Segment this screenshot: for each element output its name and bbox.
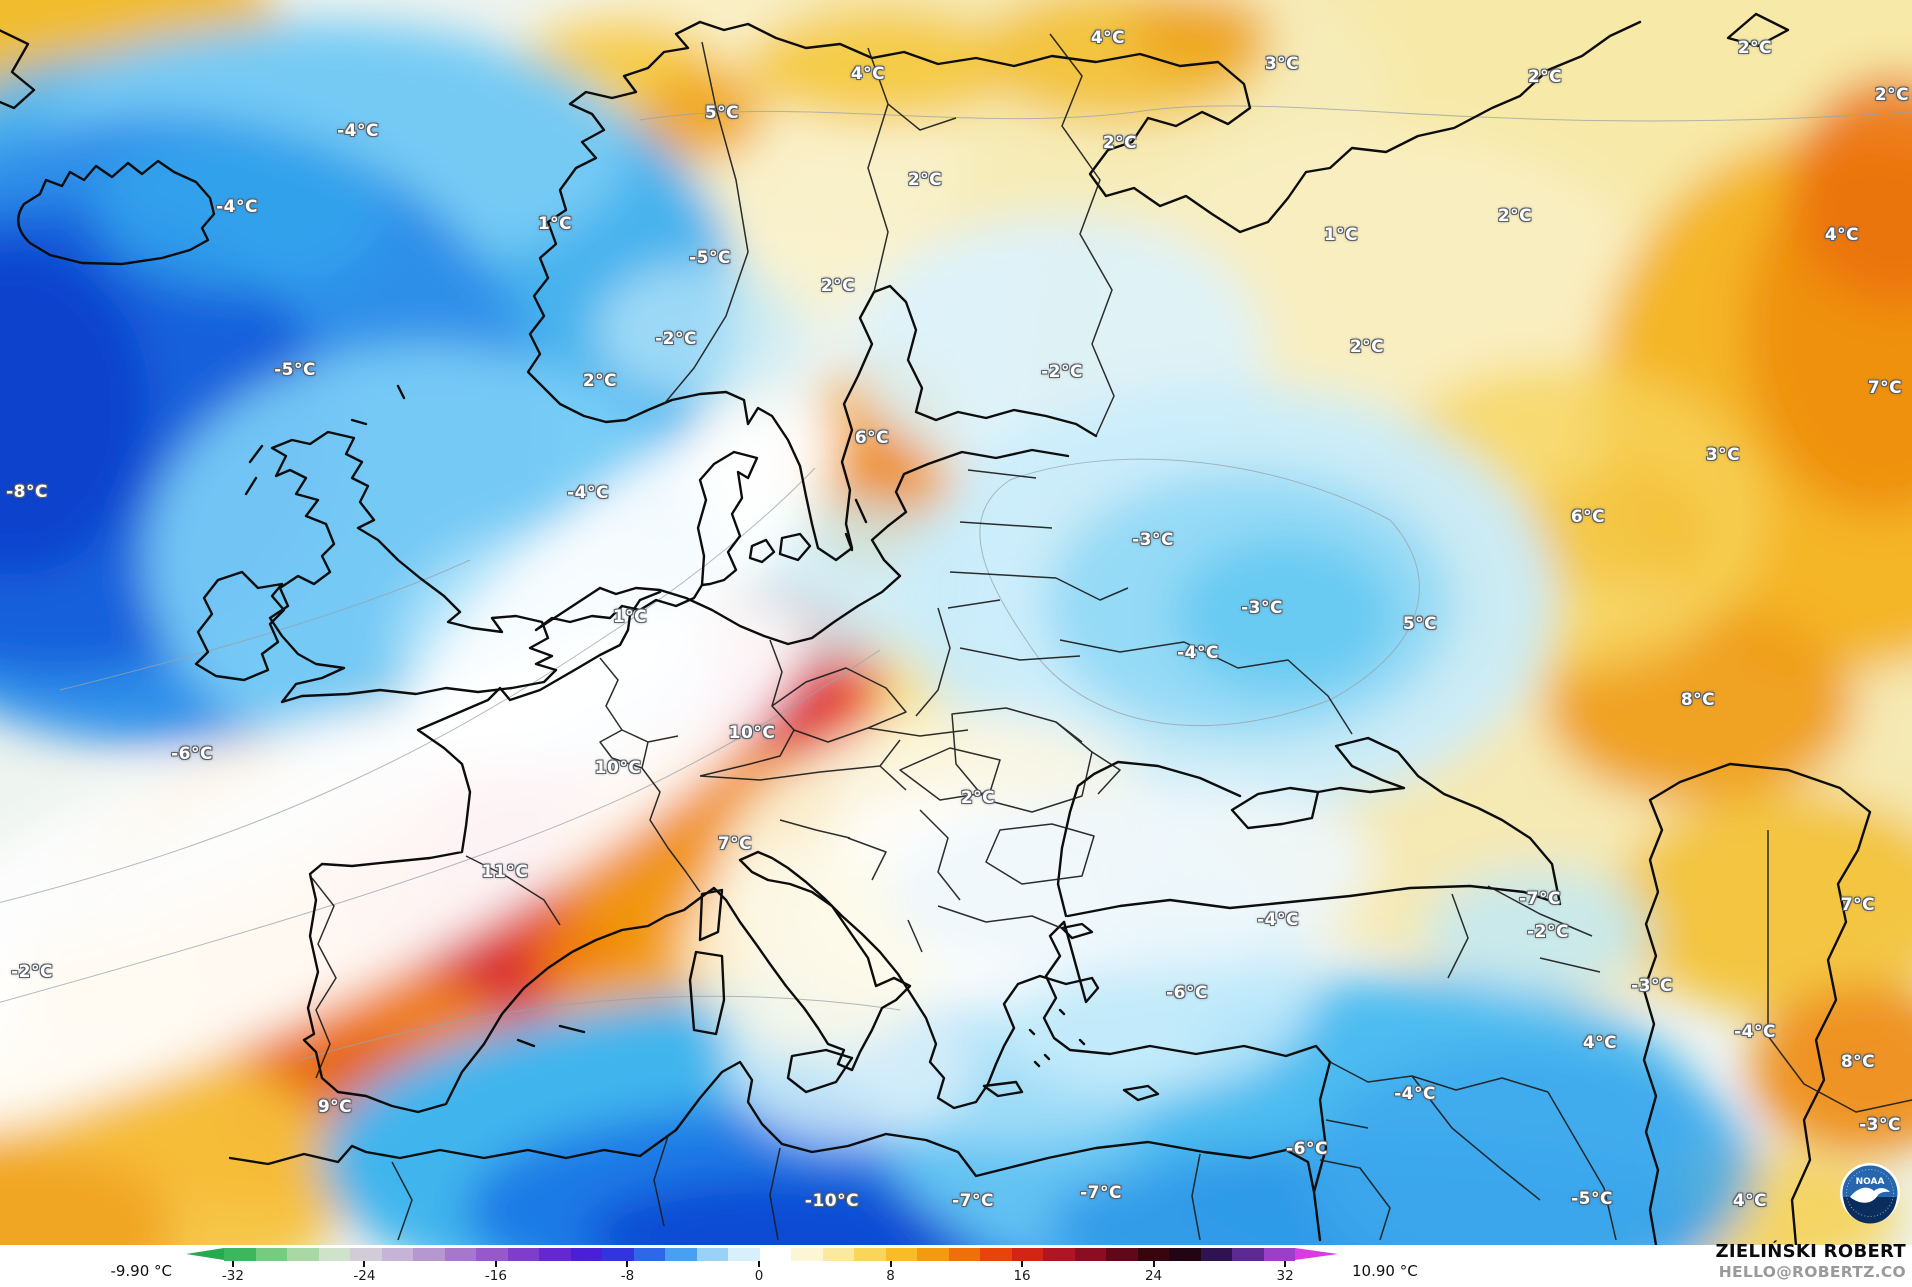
attribution: ZIELIŃSKI ROBERT HELLO@ROBERTZ.CO	[1716, 1241, 1906, 1281]
colorbar-tick-mark	[363, 1261, 366, 1267]
temperature-field-blobs	[0, 0, 1912, 1245]
colorbar-segment	[1106, 1248, 1138, 1261]
attribution-contact: HELLO@ROBERTZ.CO	[1718, 1262, 1906, 1281]
sardinia	[688, 950, 726, 1036]
continental-west-coast	[302, 583, 912, 1114]
colorbar-segment	[287, 1248, 319, 1261]
colorbar-segment	[350, 1248, 382, 1261]
scottish-isles	[244, 384, 406, 496]
colorbar-left-arrow	[186, 1248, 224, 1260]
adriatic-greece-coast	[756, 850, 1100, 1110]
caspian-sea-coast	[1642, 762, 1872, 1245]
corsica	[698, 888, 724, 942]
attribution-author: ZIELIŃSKI ROBERT	[1715, 1241, 1906, 1262]
colorbar-segment	[381, 1248, 413, 1261]
colorbar-tick-label: -32	[221, 1268, 244, 1284]
iceland-coast	[17, 159, 216, 266]
colorbar-tick-mark	[1152, 1261, 1155, 1267]
colorbar-segment	[728, 1248, 760, 1261]
colorbar-segment	[665, 1248, 697, 1261]
colorbar-segment	[1263, 1248, 1295, 1261]
colorbar-segment	[1043, 1248, 1075, 1261]
sicily	[786, 1048, 854, 1094]
scandinavia-coast	[526, 20, 1098, 562]
colorbar-tick-label: -8	[620, 1268, 635, 1284]
colorbar	[224, 1248, 1295, 1261]
noaa-seagull-icon	[1850, 1187, 1890, 1203]
colorbar-tick-label: 24	[1144, 1268, 1163, 1284]
arctic-russia-coast	[698, 20, 1642, 234]
colorbar-right-arrow	[1295, 1248, 1338, 1260]
colorbar-segment	[948, 1248, 980, 1261]
colorbar-segment	[885, 1248, 917, 1261]
country-borders	[311, 33, 1912, 1241]
colorbar-segment	[1137, 1248, 1169, 1261]
colorbar-tick-mark	[231, 1261, 234, 1267]
colorbar-segment	[1232, 1248, 1264, 1261]
aegean-islands	[1028, 1008, 1086, 1068]
colorbar-tick-mark	[626, 1261, 629, 1267]
balearics	[516, 1024, 586, 1048]
colorbar-segment	[1011, 1248, 1043, 1261]
colorbar-tick-mark	[1021, 1261, 1024, 1267]
great-britain-coast	[268, 430, 558, 704]
gotland-oland	[844, 498, 868, 552]
colorbar-min-value: -9.90 °C	[110, 1262, 172, 1280]
colorbar-segment	[759, 1248, 791, 1261]
crete	[982, 1080, 1024, 1098]
denmark-jutland	[696, 450, 759, 587]
baltic-south-coast	[598, 448, 1070, 646]
colorbar-segment	[1200, 1248, 1232, 1261]
north-africa-levant-coast	[228, 1060, 1332, 1242]
colorbar-tick-mark	[494, 1261, 497, 1267]
colorbar-segment	[476, 1248, 508, 1261]
colorbar-tick-label: 16	[1013, 1268, 1031, 1284]
colorbar-tick-label: -24	[353, 1268, 376, 1284]
colorbar-segment	[539, 1248, 571, 1261]
colorbar-segment	[507, 1248, 539, 1261]
danish-isles	[748, 532, 812, 564]
colorbar-segment	[413, 1248, 445, 1261]
anatolia-coast	[1042, 920, 1332, 1064]
marmara	[1060, 922, 1094, 940]
colorbar-segment	[255, 1248, 287, 1261]
colorbar-tick-mark	[889, 1261, 892, 1267]
novaya-zemlya-fragment	[1726, 12, 1790, 48]
contour-lines	[0, 105, 1912, 1061]
colorbar-segment	[1169, 1248, 1201, 1261]
colorbar-segment	[980, 1248, 1012, 1261]
colorbar-segment	[444, 1248, 476, 1261]
greenland-coast	[0, 29, 36, 110]
cyprus	[1122, 1084, 1160, 1102]
colorbar-segment	[633, 1248, 665, 1261]
colorbar-tick-label: 32	[1276, 1268, 1294, 1284]
ireland-coast	[194, 570, 286, 682]
noaa-logo-text: NOAA	[1856, 1177, 1885, 1187]
coastlines	[0, 12, 1872, 1245]
noaa-logo: NOAA	[1840, 1163, 1900, 1224]
colorbar-segment	[854, 1248, 886, 1261]
colorbar-segment	[696, 1248, 728, 1261]
europe-temperature-anomaly-map	[0, 0, 1912, 1245]
colorbar-tick-mark	[758, 1261, 760, 1267]
colorbar-segment	[570, 1248, 602, 1261]
colorbar-segment	[791, 1248, 823, 1261]
colorbar-tick-label: 0	[754, 1268, 764, 1284]
colorbar-segment	[318, 1248, 350, 1261]
colorbar-max-value: 10.90 °C	[1352, 1262, 1418, 1280]
colorbar-tick-label: 8	[886, 1268, 895, 1284]
colorbar-segment	[822, 1248, 854, 1261]
colorbar-tick-label: -16	[484, 1268, 507, 1284]
colorbar-segment	[602, 1248, 634, 1261]
colorbar-tick-mark	[1284, 1261, 1287, 1267]
colorbar-segment	[917, 1248, 949, 1261]
colorbar-segment	[224, 1248, 256, 1261]
colorbar-strip: -9.90 °C -32 -24 -16 -8 0 8 16 24 32 10.90 °C ZI…	[0, 1241, 1912, 1287]
colorbar-segment	[1074, 1248, 1106, 1261]
